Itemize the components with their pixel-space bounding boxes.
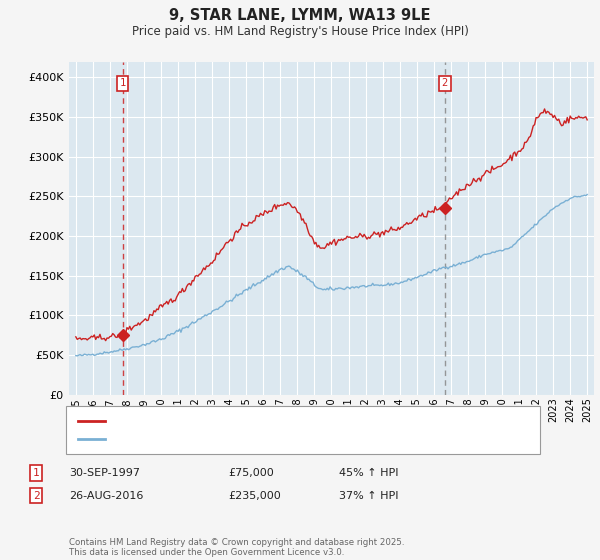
Text: £75,000: £75,000 bbox=[228, 468, 274, 478]
Text: Contains HM Land Registry data © Crown copyright and database right 2025.
This d: Contains HM Land Registry data © Crown c… bbox=[69, 538, 404, 557]
Text: 1: 1 bbox=[119, 78, 126, 88]
Text: 37% ↑ HPI: 37% ↑ HPI bbox=[339, 491, 398, 501]
Text: HPI: Average price, semi-detached house, Warrington: HPI: Average price, semi-detached house,… bbox=[110, 434, 389, 444]
Text: 30-SEP-1997: 30-SEP-1997 bbox=[69, 468, 140, 478]
Text: 9, STAR LANE, LYMM, WA13 9LE (semi-detached house): 9, STAR LANE, LYMM, WA13 9LE (semi-detac… bbox=[110, 416, 397, 426]
Text: 2: 2 bbox=[442, 78, 448, 88]
Text: 9, STAR LANE, LYMM, WA13 9LE: 9, STAR LANE, LYMM, WA13 9LE bbox=[169, 8, 431, 24]
Text: 1: 1 bbox=[32, 468, 40, 478]
Text: 45% ↑ HPI: 45% ↑ HPI bbox=[339, 468, 398, 478]
Text: 26-AUG-2016: 26-AUG-2016 bbox=[69, 491, 143, 501]
Text: £235,000: £235,000 bbox=[228, 491, 281, 501]
Text: Price paid vs. HM Land Registry's House Price Index (HPI): Price paid vs. HM Land Registry's House … bbox=[131, 25, 469, 38]
Text: 2: 2 bbox=[32, 491, 40, 501]
